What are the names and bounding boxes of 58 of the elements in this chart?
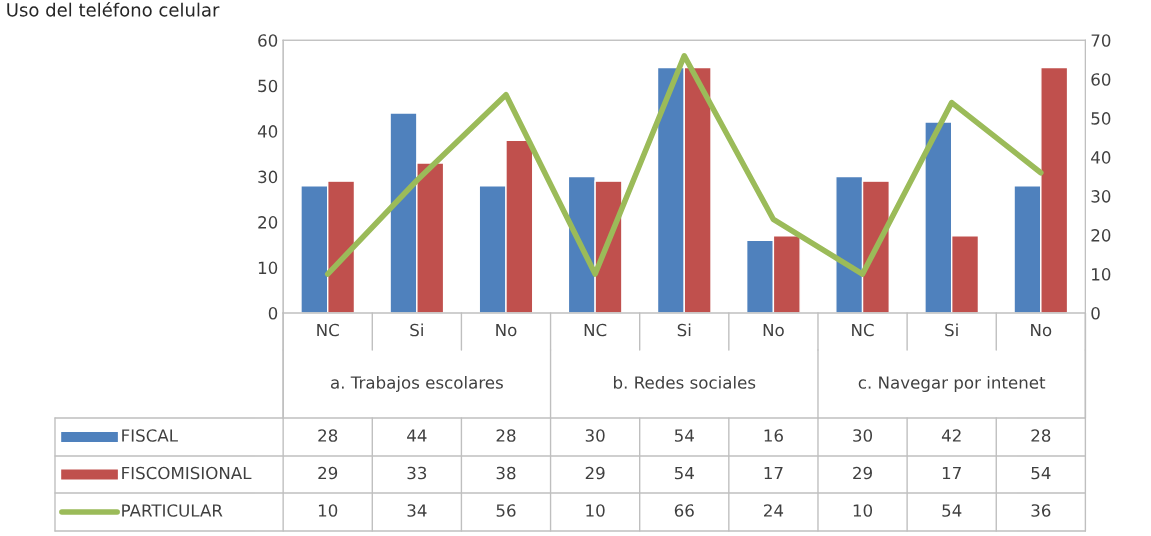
data-label: 28 [496,429,516,442]
data-label: 36 [1031,504,1051,517]
x-tick-label: NC [584,323,607,337]
text: a. Trabajos escolares [330,375,503,393]
data-label: 54 [674,429,694,442]
y2-tick-label: 30 [1091,190,1111,203]
y2-tick-label: 50 [1091,112,1111,125]
data-label: 28 [318,429,338,442]
y-tick-label: 10 [258,261,278,275]
data-label: 34 [407,504,427,517]
data-label: 28 [1031,429,1051,442]
y-tick-label: 0 [268,306,278,320]
data-label: 54 [1031,466,1051,480]
y-tick-label: 50 [258,79,278,93]
data-label: 10 [853,504,873,517]
y-tick-label: 60 [258,34,278,47]
data-label: 10 [318,504,338,517]
y2-tick-label: 10 [1092,268,1111,281]
x-tick-label: No [1031,323,1052,337]
data-label: 33 [407,466,427,480]
x-tick-label: Si [945,323,958,337]
data-label: 17 [942,466,961,480]
y2-tick-label: 20 [1091,229,1111,242]
data-label: 17 [764,466,783,480]
legend-label: FISCAL [122,429,178,442]
data-label: 24 [764,504,784,517]
data-label: 29 [585,466,605,480]
legend-label: FISCOMISIONAL [122,466,252,480]
data-label: 44 [407,429,427,442]
x-tick-label: Si [410,323,423,337]
legend-label: PARTICULAR [122,504,223,517]
x-tick-label: No [763,323,784,337]
y-tick-label: 20 [258,216,278,229]
y2-tick-label: 0 [1091,306,1100,320]
data-label: 54 [674,466,694,480]
data-label: 54 [942,504,962,517]
data-label: 29 [318,466,338,480]
data-label: 56 [496,504,516,517]
y2-tick-label: 60 [1091,73,1111,86]
x-tick-label: NC [852,323,874,337]
y-tick-label: 40 [257,125,278,138]
data-label: 38 [496,466,516,480]
y2-tick-label: 40 [1091,151,1111,164]
data-label: 16 [764,429,783,442]
data-label: 66 [674,504,694,517]
data-label: 42 [941,429,961,442]
text: Uso del teléfono celular [7,1,220,17]
data-label: 29 [853,466,872,480]
data-label: 30 [585,429,605,442]
text: c. Navegar por intenet [858,375,1046,393]
x-tick-label: No [496,323,517,337]
y2-tick-label: 70 [1091,34,1111,47]
text: b. Redes sociales [614,375,756,389]
x-tick-label: NC [317,323,339,337]
data-label: 10 [586,504,605,517]
data-label: 30 [853,429,873,442]
x-tick-label: Si [677,323,691,337]
y-tick-label: 30 [258,170,278,184]
